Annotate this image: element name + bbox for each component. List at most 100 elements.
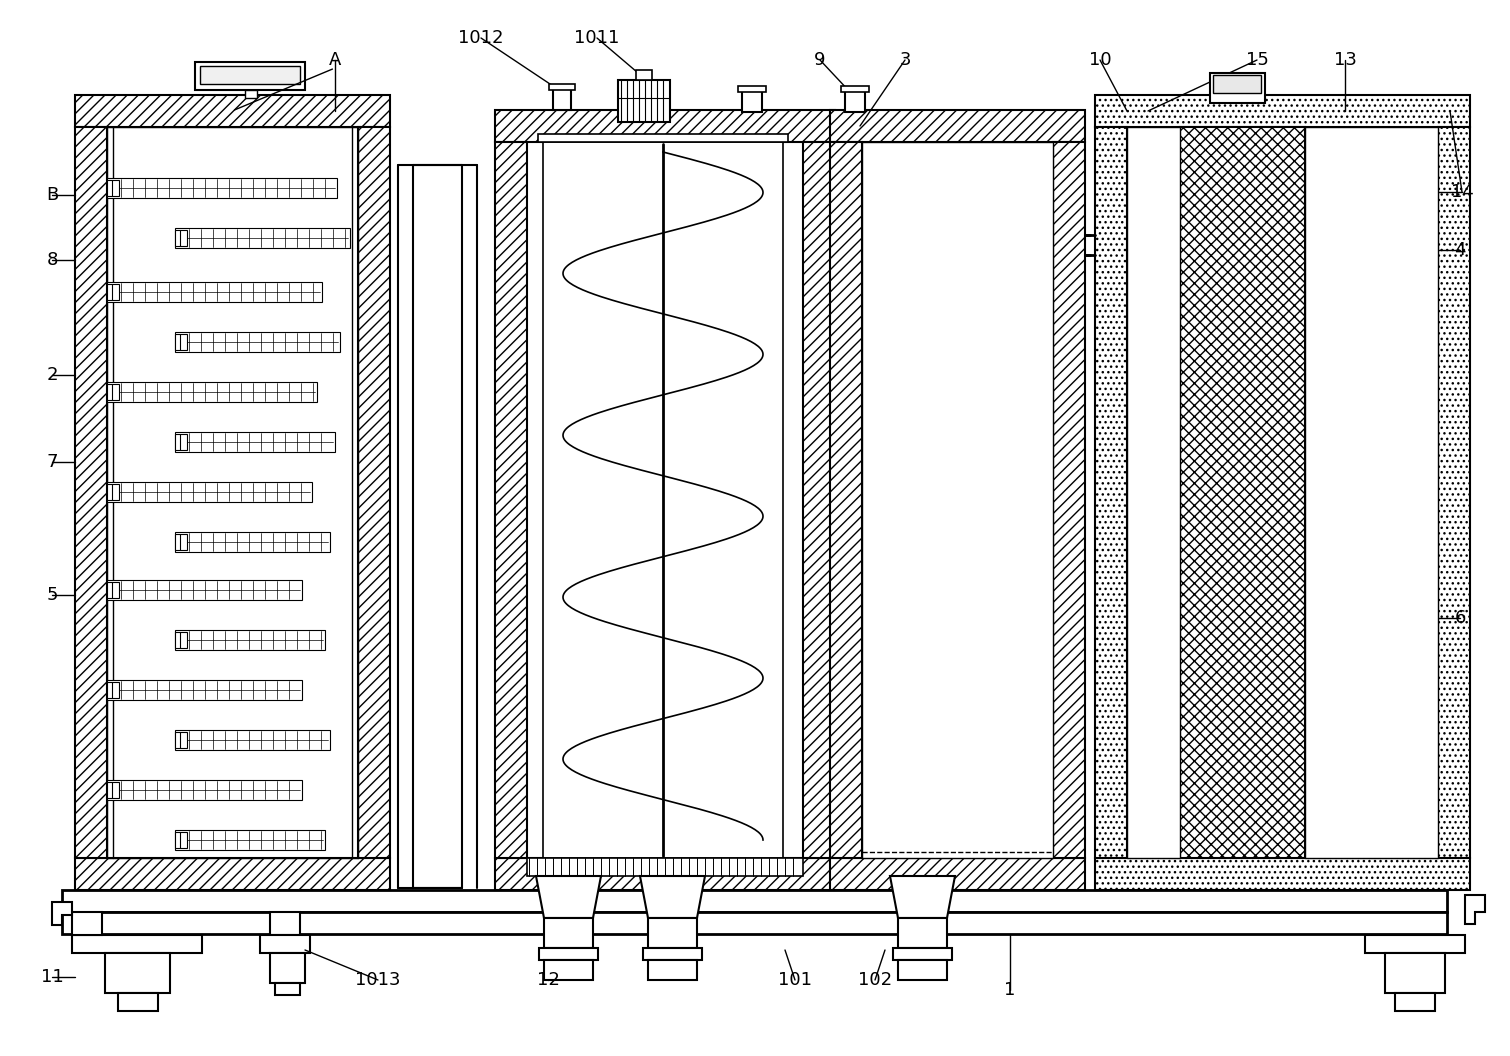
Bar [544,918,593,948]
Polygon shape [1465,895,1484,924]
Bar [544,960,593,980]
Bar [175,630,325,650]
Bar [107,580,302,600]
Bar [898,960,947,980]
Bar [62,912,1447,934]
Bar [1095,95,1471,127]
Polygon shape [536,876,601,918]
Text: 6: 6 [1454,609,1466,627]
Bar [76,857,390,890]
Text: 5: 5 [47,586,57,604]
Bar [245,90,257,98]
Text: 10: 10 [1089,51,1111,69]
Bar [1095,857,1471,890]
Text: 13: 13 [1333,51,1356,69]
Bar [72,912,103,935]
Bar [643,948,702,960]
Bar [636,70,652,80]
Bar [107,382,317,402]
Bar [175,832,187,848]
Text: 12: 12 [536,972,559,989]
Bar [76,95,390,127]
Bar [107,780,302,800]
Bar [803,142,835,857]
Bar [107,782,119,798]
Text: A: A [329,51,341,69]
Text: 14: 14 [1451,183,1474,201]
Bar [1095,127,1126,857]
Bar [270,953,305,983]
Bar [175,730,331,750]
Bar [199,65,300,84]
Bar [495,857,835,890]
Bar [1179,127,1305,857]
Bar [846,90,865,112]
Text: 1: 1 [1004,981,1016,999]
Bar [106,953,171,993]
Bar [1438,127,1471,857]
Bar [544,142,784,857]
Bar [118,993,159,1011]
Bar [175,332,340,352]
Bar [107,582,119,598]
Text: 102: 102 [858,972,892,989]
Text: 7: 7 [47,453,57,471]
Bar [495,142,527,857]
Bar [270,912,300,935]
Bar [862,142,1052,857]
Bar [175,434,187,450]
Text: 1011: 1011 [574,29,619,48]
Bar [107,680,302,700]
Bar [175,631,187,648]
Bar [107,484,119,499]
Bar [892,948,951,960]
Bar [107,384,119,400]
Bar [107,682,119,698]
Bar [175,432,335,452]
Bar [841,86,868,92]
Bar [550,84,575,90]
Text: 11: 11 [41,968,63,986]
Bar [1305,127,1438,857]
Bar [738,86,766,92]
Bar [107,178,337,199]
Polygon shape [889,876,954,918]
Bar [539,948,598,960]
Text: 2: 2 [47,366,57,384]
Text: 1012: 1012 [458,29,504,48]
Bar [1395,993,1434,1011]
Bar [195,62,305,90]
Text: 4: 4 [1454,241,1466,259]
Bar [175,732,187,748]
Text: 1013: 1013 [355,972,400,989]
Bar [175,532,331,552]
Bar [62,890,1447,912]
Text: 9: 9 [814,51,826,69]
Polygon shape [640,876,705,918]
Bar [107,180,119,196]
Bar [358,127,390,857]
Bar [175,534,187,550]
Bar [1126,127,1179,857]
Bar [831,110,1086,142]
Bar [175,228,350,248]
Text: 101: 101 [778,972,812,989]
Bar [1210,73,1265,103]
Bar [107,284,119,300]
Bar [538,134,788,142]
Bar [618,80,670,122]
Text: B: B [45,186,57,204]
Bar [275,983,300,995]
Bar [831,142,862,857]
Bar [175,830,325,850]
Bar [76,127,107,857]
Bar [1213,75,1261,93]
Bar [260,935,310,953]
Bar [898,918,947,948]
Bar [741,90,763,112]
Bar [175,230,187,246]
Bar [553,88,571,110]
Bar [72,935,202,953]
Bar [831,857,1086,890]
Bar [495,110,835,142]
